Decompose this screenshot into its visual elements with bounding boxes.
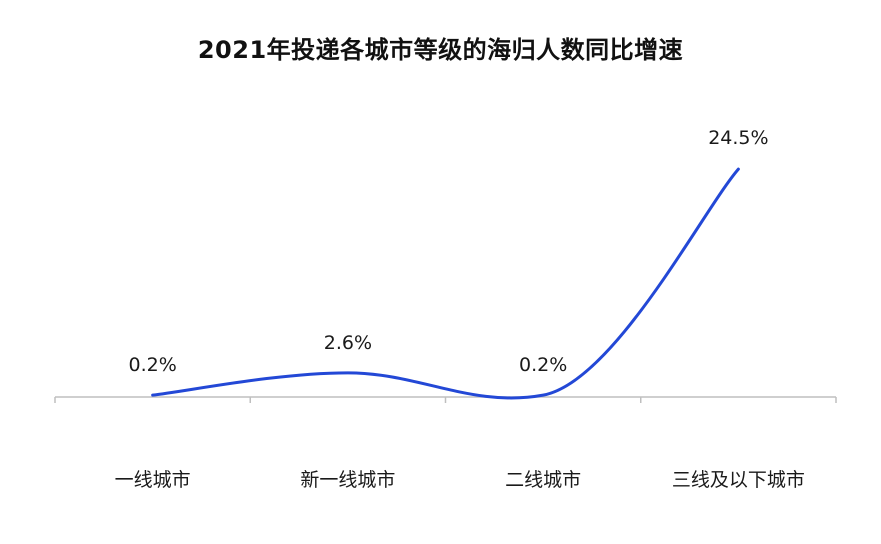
x-tick-label: 新一线城市	[300, 469, 395, 491]
data-label: 2.6%	[324, 332, 372, 354]
data-label-layer: 0.2% 2.6% 0.2% 24.5%	[128, 127, 768, 376]
chart-title: 2021年投递各城市等级的海归人数同比增速	[197, 36, 684, 64]
series-line-layer	[151, 167, 740, 400]
data-label: 0.2%	[128, 354, 176, 376]
x-tick-label: 一线城市	[115, 469, 191, 491]
x-axis	[54, 396, 837, 403]
x-tick-label: 二线城市	[505, 469, 581, 491]
x-tick-label-layer: 一线城市 新一线城市 二线城市 三线及以下城市	[115, 469, 805, 491]
data-label: 0.2%	[519, 354, 567, 376]
x-tick-label: 三线及以下城市	[672, 469, 805, 491]
data-label: 24.5%	[708, 127, 768, 149]
series-line	[151, 167, 740, 400]
